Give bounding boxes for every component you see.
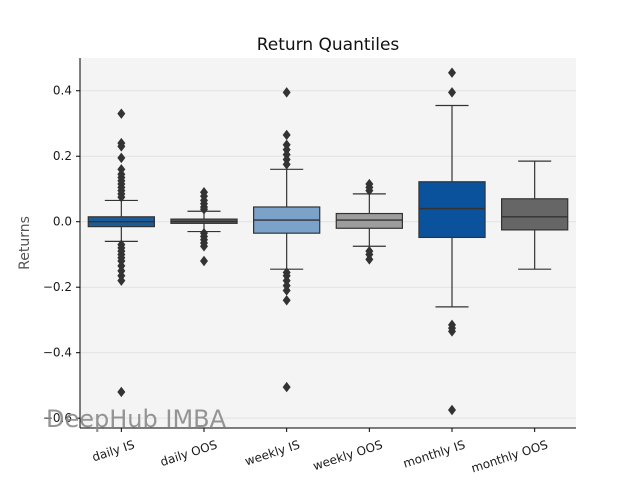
box-group bbox=[170, 187, 238, 267]
box-iqr bbox=[335, 212, 403, 229]
outlier-point bbox=[282, 285, 291, 296]
outlier-point bbox=[117, 108, 126, 119]
outlier-point bbox=[117, 191, 126, 203]
y-tick-label: −0.2 bbox=[43, 280, 72, 294]
x-tick-label: weekly OOS bbox=[311, 438, 384, 474]
outlier-point bbox=[117, 152, 126, 164]
x-tick-label: monthly IS bbox=[401, 438, 467, 471]
outlier-point bbox=[200, 255, 208, 267]
box-group bbox=[335, 178, 403, 265]
box-series bbox=[87, 67, 569, 416]
outlier-point bbox=[365, 185, 374, 196]
x-tick-label: daily OOS bbox=[158, 438, 218, 470]
outlier-point bbox=[282, 87, 291, 98]
grid-lines bbox=[80, 90, 576, 419]
box-iqr bbox=[418, 181, 486, 239]
chart-title: Return Quantiles bbox=[257, 35, 400, 55]
box-group bbox=[418, 67, 486, 416]
y-tick-label: −0.6 bbox=[43, 411, 72, 425]
outlier-point bbox=[200, 241, 208, 252]
outlier-point bbox=[117, 275, 126, 286]
x-tick-label: daily IS bbox=[90, 438, 136, 465]
x-axis-ticks: daily IS daily OOS weekly IS weekly OOS mont… bbox=[90, 428, 550, 476]
outlier-point bbox=[117, 141, 126, 152]
outlier-point bbox=[282, 381, 291, 393]
outlier-point bbox=[365, 254, 374, 265]
y-tick-label: 0.0 bbox=[53, 215, 72, 229]
outlier-point bbox=[282, 159, 291, 170]
box-group bbox=[253, 87, 321, 393]
outlier-point bbox=[448, 404, 456, 416]
outlier-point bbox=[448, 67, 456, 78]
y-axis-ticks: −0.6 −0.4 −0.2 0.0 0.2 0.4 bbox=[43, 84, 80, 425]
outlier-point bbox=[448, 326, 456, 337]
y-tick-label: 0.4 bbox=[53, 84, 72, 98]
y-tick-label: 0.2 bbox=[53, 149, 72, 163]
outlier-point bbox=[200, 204, 208, 215]
y-tick-label: −0.4 bbox=[43, 346, 72, 360]
outlier-point bbox=[448, 87, 456, 98]
box-iqr bbox=[501, 198, 569, 231]
y-axis-label: Returns bbox=[17, 216, 33, 270]
outlier-point bbox=[282, 129, 291, 141]
outlier-point bbox=[117, 386, 126, 398]
box-group bbox=[87, 108, 156, 398]
plot-area bbox=[80, 58, 576, 428]
x-tick-label: monthly OOS bbox=[469, 438, 549, 476]
outlier-point bbox=[282, 295, 291, 306]
box-group bbox=[501, 160, 569, 270]
watermark-text: DeepHub IMBA bbox=[46, 405, 227, 433]
x-tick-label: weekly IS bbox=[243, 438, 301, 469]
